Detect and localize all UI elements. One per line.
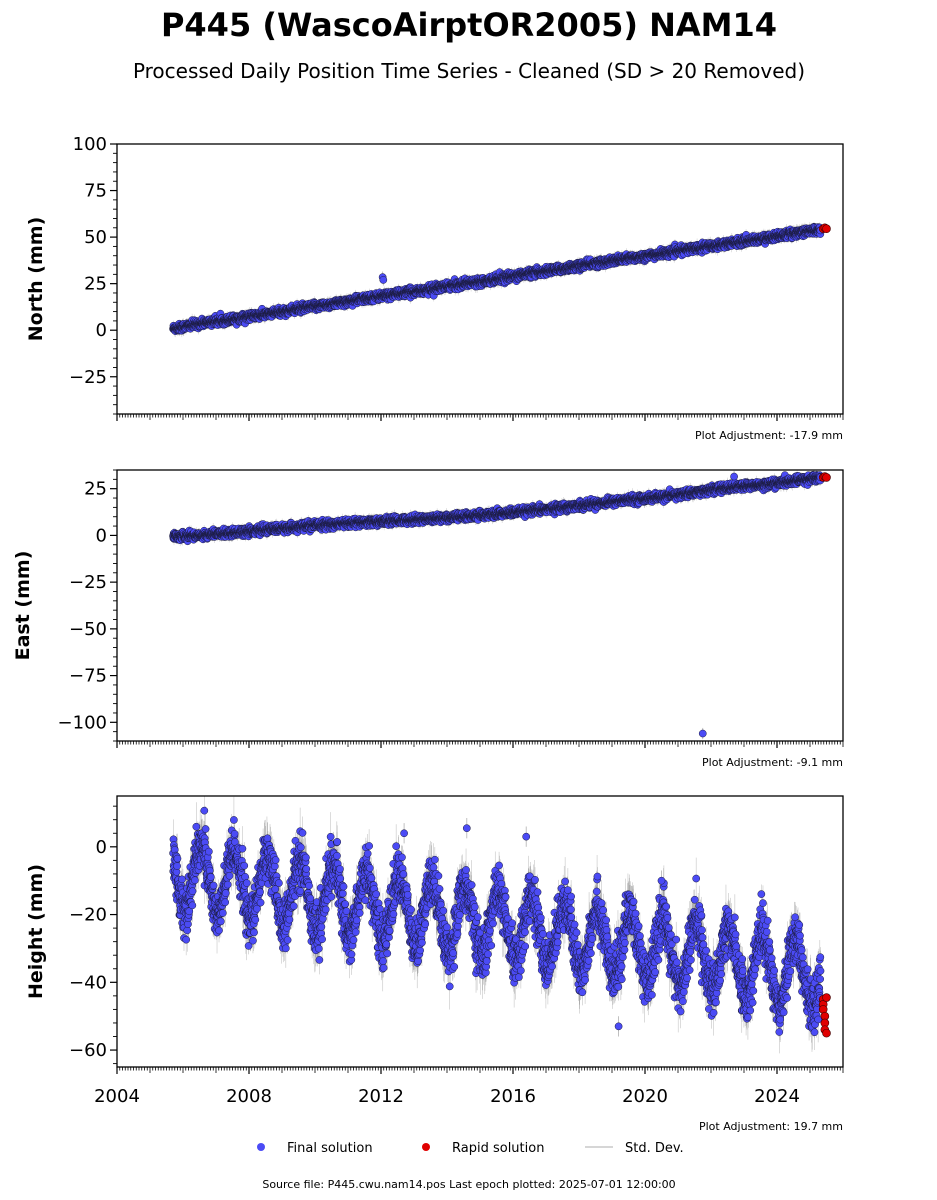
figure-title: P445 (WascoAirptOR2005) NAM14 [161, 6, 777, 44]
plot-area [169, 221, 831, 338]
figure-subtitle: Processed Daily Position Time Series - C… [133, 59, 805, 83]
final-solution-points [169, 222, 825, 336]
